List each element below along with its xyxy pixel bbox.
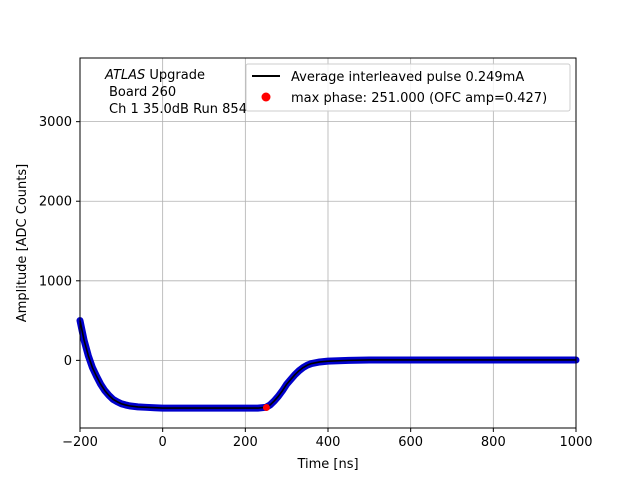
y-axis-label: Amplitude [ADC Counts] [15,164,30,322]
grid [79,58,577,428]
x-tick-label: 400 [316,435,341,450]
max-phase-point [262,403,270,411]
legend-label-pulse: Average interleaved pulse 0.249mA [291,70,524,85]
y-tick-label: 1000 [39,274,72,289]
annotation-upgrade: Upgrade [145,68,205,83]
y-tick-label: 0 [64,354,72,369]
x-tick-label: 200 [233,435,258,450]
x-tick-label: 800 [481,435,506,450]
annotation-line-2: Board 260 [109,85,176,100]
x-tick-label: 600 [398,435,423,450]
legend-box [245,63,571,112]
legend-label-max-phase: max phase: 251.000 (OFC amp=0.427) [291,91,547,106]
x-tick-label: 0 [159,435,167,450]
y-tick-label: 3000 [39,115,72,130]
y-tick-label: 2000 [39,195,72,210]
annotation: ATLAS Upgrade Board 260 Ch 1 35.0dB Run … [104,68,247,117]
annotation-line-1: ATLAS Upgrade [104,68,205,83]
x-tick-label: −200 [62,435,98,450]
x-ticks: −200 0 200 400 600 800 1000 [62,428,593,450]
x-tick-label: 1000 [559,435,592,450]
legend-dot-swatch [261,92,271,102]
legend: Average interleaved pulse 0.249mA max ph… [245,63,571,112]
annotation-atlas: ATLAS [104,68,145,83]
series-layer [76,317,580,412]
annotation-line-3: Ch 1 35.0dB Run 854 [109,102,247,117]
pulse-average-line [79,320,576,409]
y-ticks: 0 1000 2000 3000 [39,115,80,369]
x-axis-label: Time [ns] [296,457,358,472]
